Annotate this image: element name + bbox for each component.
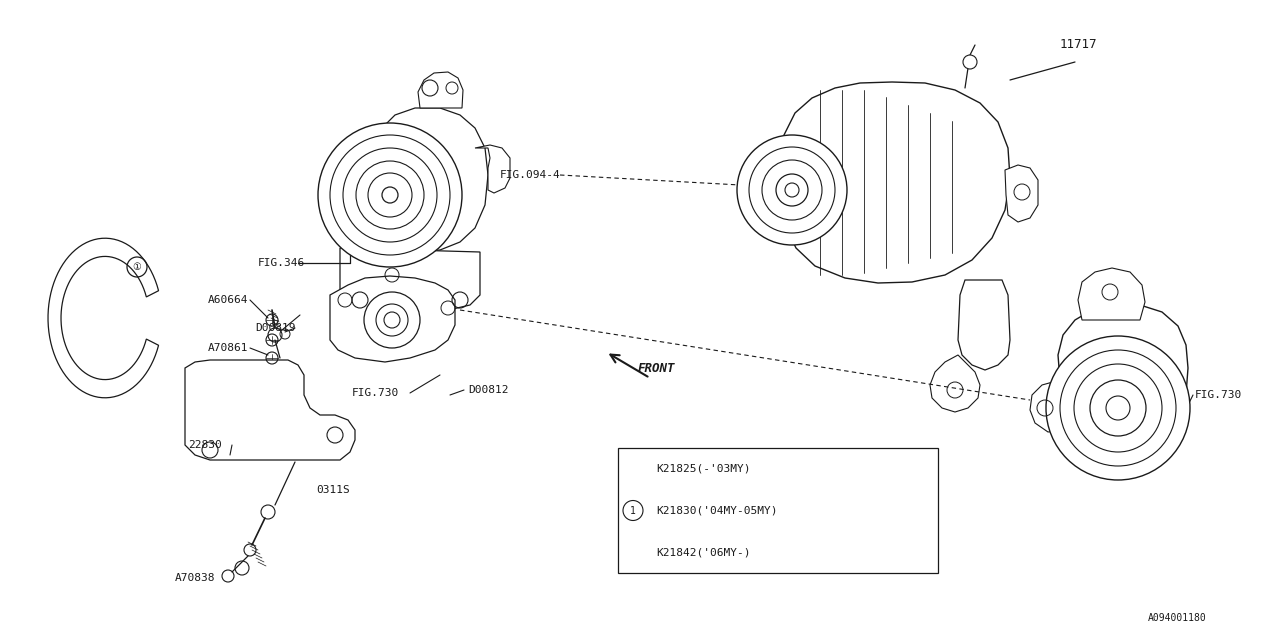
Circle shape: [1046, 336, 1190, 480]
Text: FIG.730: FIG.730: [352, 388, 399, 398]
Circle shape: [381, 187, 398, 203]
Polygon shape: [1059, 305, 1188, 448]
Text: A70838: A70838: [175, 573, 215, 583]
Polygon shape: [340, 248, 480, 312]
Text: A094001180: A094001180: [1148, 613, 1207, 623]
Text: 22830: 22830: [188, 440, 221, 450]
Circle shape: [317, 123, 462, 267]
Polygon shape: [957, 280, 1010, 370]
Text: D00812: D00812: [468, 385, 508, 395]
Polygon shape: [419, 72, 463, 108]
Polygon shape: [782, 82, 1010, 283]
Polygon shape: [186, 360, 355, 460]
Circle shape: [963, 55, 977, 69]
Text: ①: ①: [133, 262, 141, 272]
Polygon shape: [1005, 165, 1038, 222]
Polygon shape: [1030, 380, 1062, 432]
Circle shape: [364, 292, 420, 348]
Circle shape: [737, 135, 847, 245]
Polygon shape: [475, 145, 509, 193]
Text: 11717: 11717: [1060, 38, 1097, 51]
Polygon shape: [1078, 268, 1146, 320]
Text: K21825(-'03MY): K21825(-'03MY): [657, 464, 750, 474]
Polygon shape: [931, 355, 980, 412]
Text: 0311S: 0311S: [316, 485, 349, 495]
Text: D00819: D00819: [255, 323, 296, 333]
Bar: [618, 448, 938, 573]
Text: FIG.346: FIG.346: [259, 258, 305, 268]
Text: K21830('04MY-05MY): K21830('04MY-05MY): [657, 506, 777, 515]
Text: FIG.730: FIG.730: [1196, 390, 1243, 400]
Text: K21842('06MY-): K21842('06MY-): [657, 547, 750, 557]
Text: A70861: A70861: [207, 343, 248, 353]
Polygon shape: [330, 276, 454, 362]
Text: 1: 1: [630, 506, 636, 515]
Text: FRONT: FRONT: [637, 362, 676, 374]
Polygon shape: [372, 108, 488, 252]
Text: A60664: A60664: [207, 295, 248, 305]
Polygon shape: [49, 238, 159, 398]
Text: FIG.094-4: FIG.094-4: [500, 170, 561, 180]
